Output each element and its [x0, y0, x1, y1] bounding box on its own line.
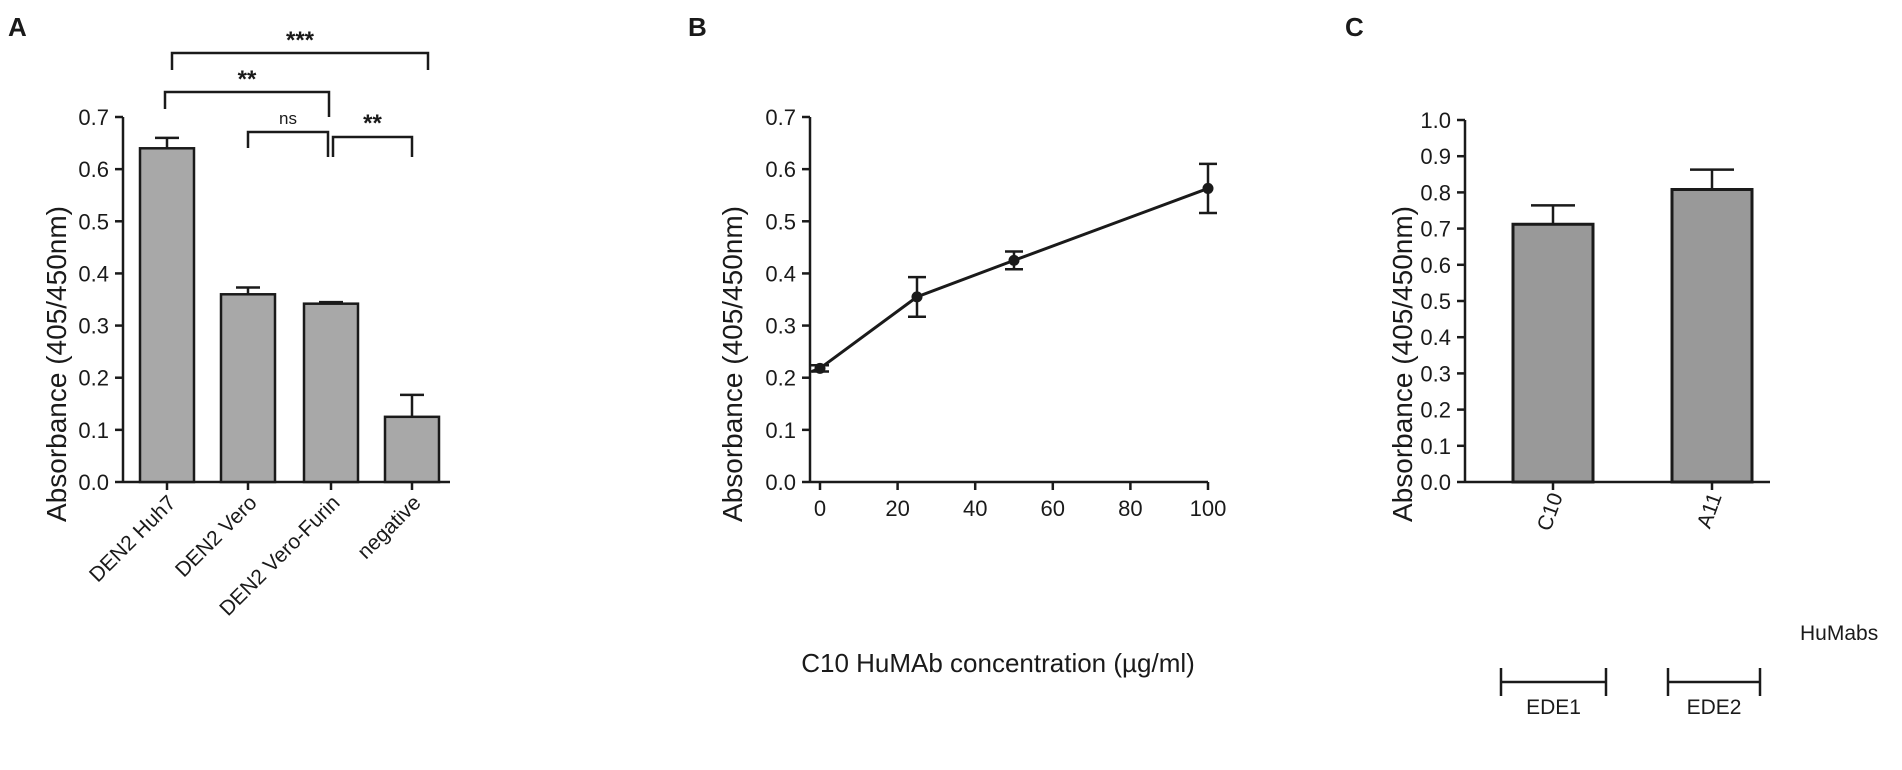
panel-c-ytick-label: 0.6: [1420, 253, 1451, 278]
panel-c-xlabel-right: HuMabs: [1800, 622, 1878, 645]
panel-b-ytick-label: 0.0: [765, 470, 796, 495]
panel-b-xtick-label: 60: [1041, 496, 1065, 521]
panel-b-data-point: [911, 291, 923, 303]
panel-a-ytick-label: 0.1: [78, 418, 109, 443]
panel-b-xtick-label: 20: [885, 496, 909, 521]
panel-a-ytick-label: 0.5: [78, 209, 109, 234]
panel-c-category-label: C10: [1533, 490, 1568, 534]
panel-c-group-label: EDE1: [1526, 696, 1581, 719]
panel-b-ylabel: Absorbance (405/450nm): [717, 206, 748, 522]
panel-a-bar: [383, 415, 441, 484]
panel-c-ytick-label: 0.2: [1420, 398, 1451, 423]
panel-b-data-point: [1202, 182, 1214, 194]
panel-b-series-line: [811, 187, 1209, 373]
panel-c-bar: [1511, 222, 1595, 484]
panel-b-ytick-label: 0.5: [765, 209, 796, 234]
panel-letter-a: A: [8, 12, 27, 42]
panel-b-xtick-label: 100: [1190, 496, 1227, 521]
panel-c-ytick-label: 0.4: [1420, 325, 1451, 350]
panel-a-ylabel: Absorbance (405/450nm): [41, 206, 72, 522]
panel-a-significance-bracket: [163, 90, 331, 117]
panel-a-bar: [138, 147, 196, 484]
panel-b-ytick-label: 0.1: [765, 418, 796, 443]
panel-b-ytick-label: 0.7: [765, 105, 796, 130]
panel-a-ytick-label: 0.4: [78, 261, 109, 286]
panel-c-ytick-label: 0.1: [1420, 434, 1451, 459]
panel-b-ytick-label: 0.6: [765, 157, 796, 182]
panel-c-ytick-label: 0.0: [1420, 470, 1451, 495]
panel-letter-b: B: [688, 12, 707, 42]
panel-a-bar: [219, 293, 277, 484]
panel-a-ytick-label: 0.6: [78, 157, 109, 182]
panel-b-data-point: [814, 362, 826, 374]
panel-a-significance-bracket: [246, 130, 330, 157]
panel-a-significance-bracket: [170, 51, 430, 70]
panel-a-category-label: negative: [353, 491, 425, 563]
panel-b-chart: Absorbance (405/450nm) C10 HuMAb concent…: [717, 105, 1226, 678]
panel-a-ytick-label: 0.3: [78, 314, 109, 339]
panel-c-ytick-label: 1.0: [1420, 108, 1451, 133]
panel-a-significance-bracket: [331, 135, 414, 157]
panel-c-bar: [1670, 188, 1754, 484]
panel-c-ytick-label: 0.8: [1420, 180, 1451, 205]
panel-b-xtick-label: 0: [814, 496, 826, 521]
panel-letter-c: C: [1345, 12, 1364, 42]
panel-c-ytick-label: 0.5: [1420, 289, 1451, 314]
panel-a-significance-label: **: [238, 66, 257, 93]
panel-c-category-label: A11: [1693, 490, 1727, 532]
panel-a-ytick-label: 0.2: [78, 366, 109, 391]
panel-b-ytick-label: 0.2: [765, 366, 796, 391]
panel-c-ytick-label: 0.7: [1420, 217, 1451, 242]
panel-a-significance-label: **: [363, 110, 382, 137]
panel-c-ytick-label: 0.3: [1420, 361, 1451, 386]
panel-a-significance-label: ns: [279, 109, 297, 128]
panel-a-bar: [302, 302, 360, 484]
panel-a-ytick-label: 0.0: [78, 470, 109, 495]
panel-a-category-label: DEN2 Huh7: [85, 491, 181, 587]
panel-c-group-label: EDE2: [1687, 696, 1742, 719]
panel-a-chart: Absorbance (405/450nm) 0.0 0.1 0.2 0.3 0.4 0.…: [41, 27, 450, 621]
panel-c-ylabel: Absorbance (405/450nm): [1387, 206, 1418, 522]
panel-b-ytick-label: 0.4: [765, 261, 796, 286]
panel-c-chart: Absorbance (405/450nm) HuMabs 0.0 0.1 0.2 0…: [1387, 108, 1878, 719]
panel-b-xtick-label: 80: [1118, 496, 1142, 521]
panel-a-category-label: DEN2 Vero: [171, 491, 262, 582]
panel-b-xlabel: C10 HuMAb concentration (µg/ml): [801, 648, 1195, 678]
panel-a-ytick-label: 0.7: [78, 105, 109, 130]
panel-b-data-point: [1008, 254, 1020, 266]
panel-b-ytick-label: 0.3: [765, 314, 796, 339]
panel-c-ytick-label: 0.9: [1420, 144, 1451, 169]
panel-b-xtick-label: 40: [963, 496, 987, 521]
panel-a-significance-label: ***: [286, 27, 315, 54]
